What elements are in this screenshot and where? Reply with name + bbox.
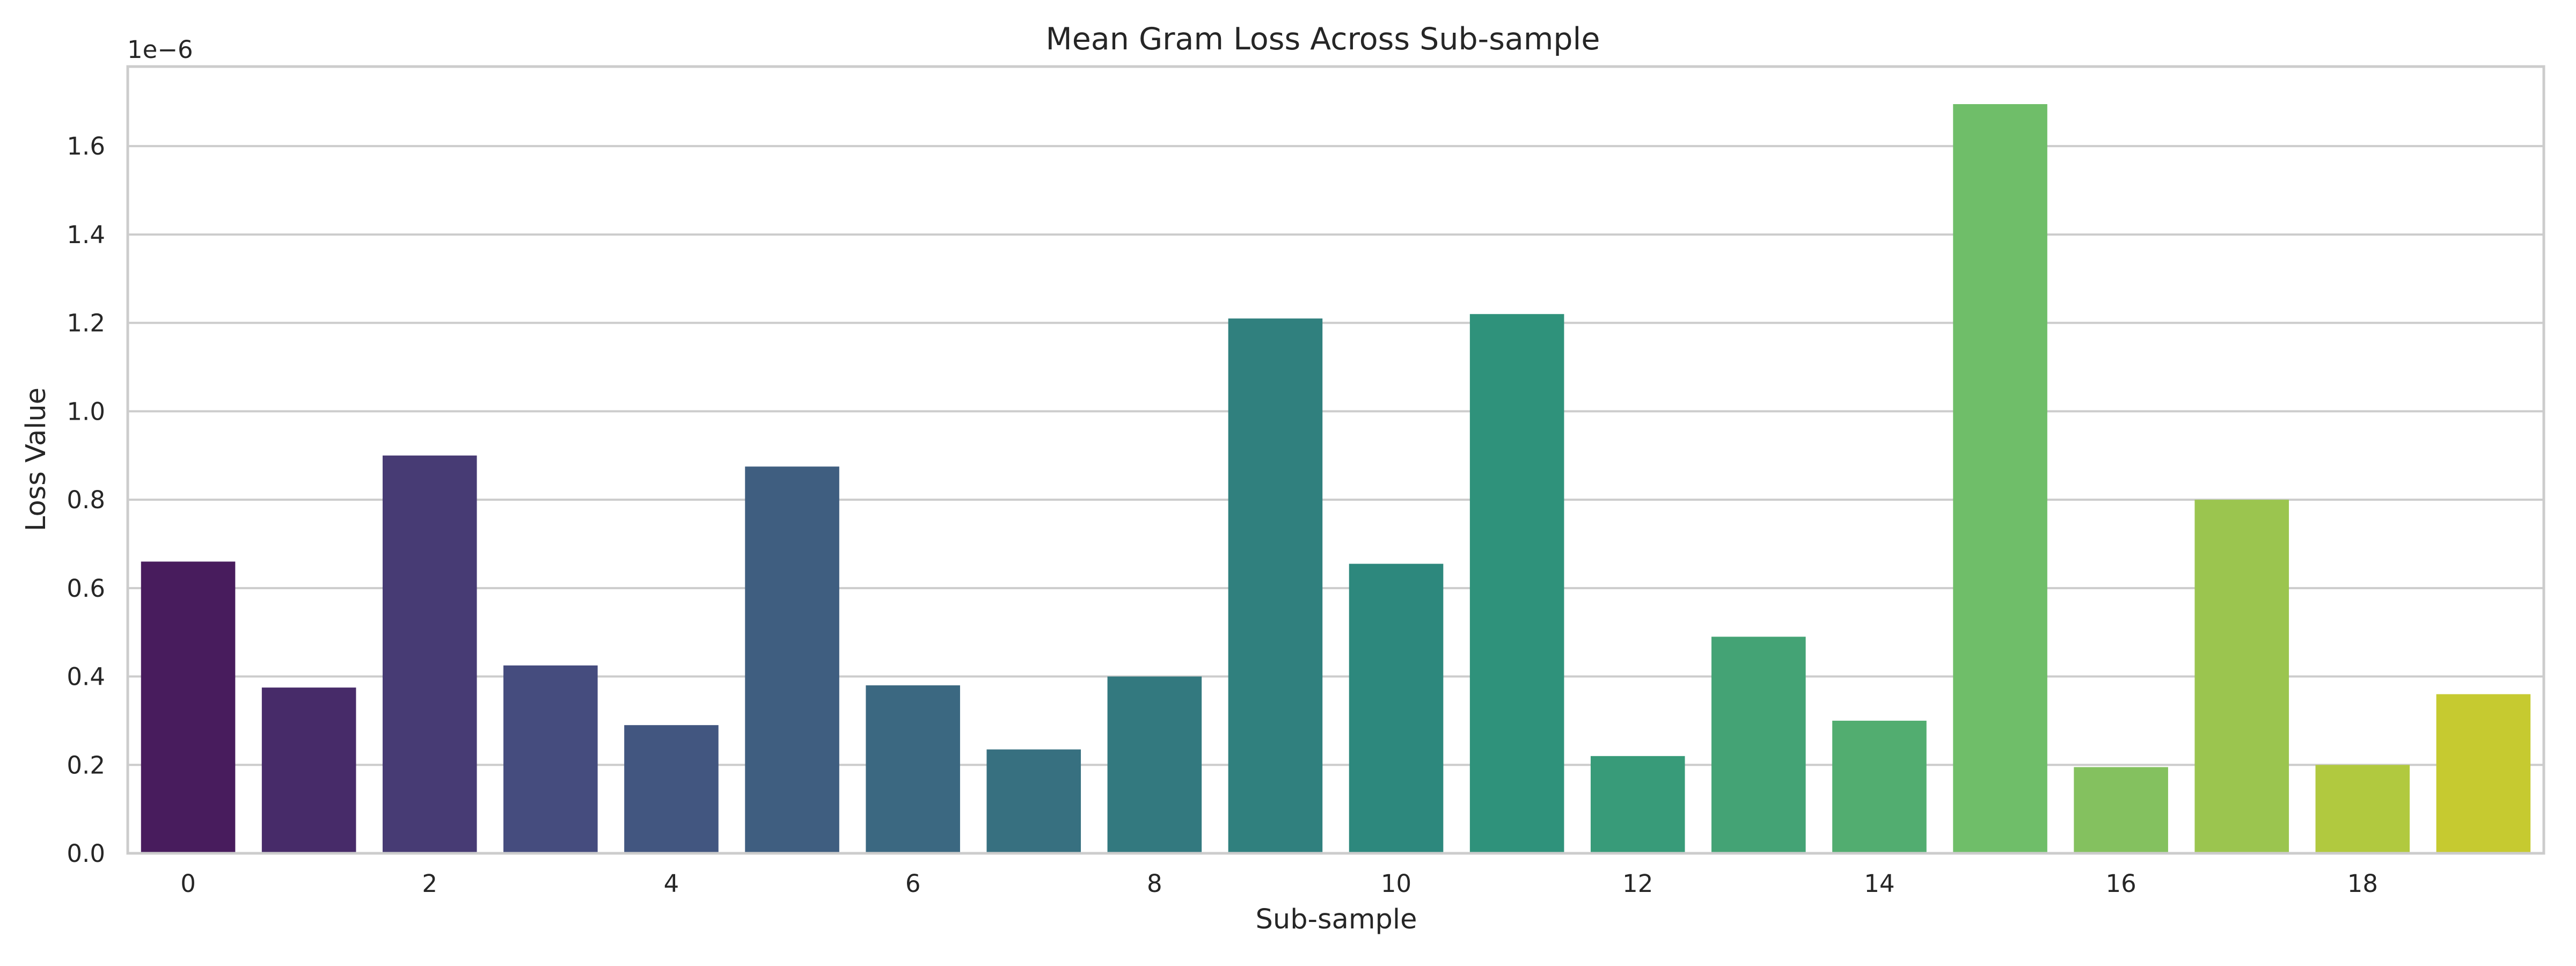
- x-tick-label: 12: [1622, 869, 1653, 898]
- x-tick-labels: 0 2 4 6 8 10 12 14 16 18: [180, 869, 2378, 898]
- axis-offset-label: 1e−6: [127, 35, 193, 64]
- chart-title: Mean Gram Loss Across Sub-sample: [1046, 21, 1600, 57]
- x-axis-label: Sub-sample: [1256, 904, 1417, 935]
- x-tick-label: 0: [180, 869, 196, 898]
- bar-subsample-5: [745, 466, 839, 853]
- y-axis-label: Loss Value: [20, 387, 52, 531]
- x-tick-label: 6: [905, 869, 921, 898]
- bar-subsample-13: [1711, 636, 1806, 853]
- x-tick-label: 2: [422, 869, 437, 898]
- y-tick-label: 0.0: [67, 839, 105, 868]
- bar-subsample-4: [624, 725, 719, 853]
- bar-subsample-6: [866, 685, 960, 853]
- bar-subsample-12: [1590, 756, 1685, 853]
- bar-subsample-19: [2436, 694, 2531, 853]
- bar-subsample-8: [1107, 676, 1202, 853]
- x-tick-label: 10: [1381, 869, 1411, 898]
- y-tick-label: 0.6: [67, 574, 105, 603]
- x-tick-label: 8: [1147, 869, 1162, 898]
- bar-subsample-7: [986, 749, 1081, 853]
- bar-subsample-11: [1469, 314, 1564, 853]
- y-tick-label: 1.0: [67, 397, 105, 426]
- bar-subsample-16: [2074, 767, 2168, 853]
- y-tick-label: 1.6: [67, 132, 105, 160]
- bar-subsample-0: [141, 561, 236, 853]
- bar-subsample-10: [1349, 564, 1444, 853]
- x-tick-label: 16: [2106, 869, 2136, 898]
- bar-subsample-9: [1228, 318, 1323, 853]
- bar-subsample-1: [261, 687, 356, 853]
- x-tick-label: 4: [664, 869, 679, 898]
- bars: [141, 104, 2531, 853]
- bar-subsample-18: [2315, 765, 2410, 853]
- bar-subsample-17: [2194, 500, 2289, 853]
- y-tick-labels: 0.0 0.2 0.4 0.6 0.8 1.0 1.2 1.4 1.6: [67, 132, 105, 868]
- bar-subsample-15: [1953, 104, 2047, 853]
- y-tick-label: 0.8: [67, 486, 105, 514]
- y-tick-label: 0.2: [67, 751, 105, 779]
- bar-subsample-14: [1832, 720, 1927, 853]
- x-tick-label: 18: [2347, 869, 2378, 898]
- bar-subsample-2: [382, 455, 477, 853]
- y-tick-label: 1.2: [67, 309, 105, 338]
- y-tick-label: 1.4: [67, 221, 105, 249]
- x-tick-label: 14: [1864, 869, 1894, 898]
- plot-frame: [126, 65, 2545, 855]
- bar-subsample-3: [503, 665, 598, 853]
- y-tick-label: 0.4: [67, 663, 105, 691]
